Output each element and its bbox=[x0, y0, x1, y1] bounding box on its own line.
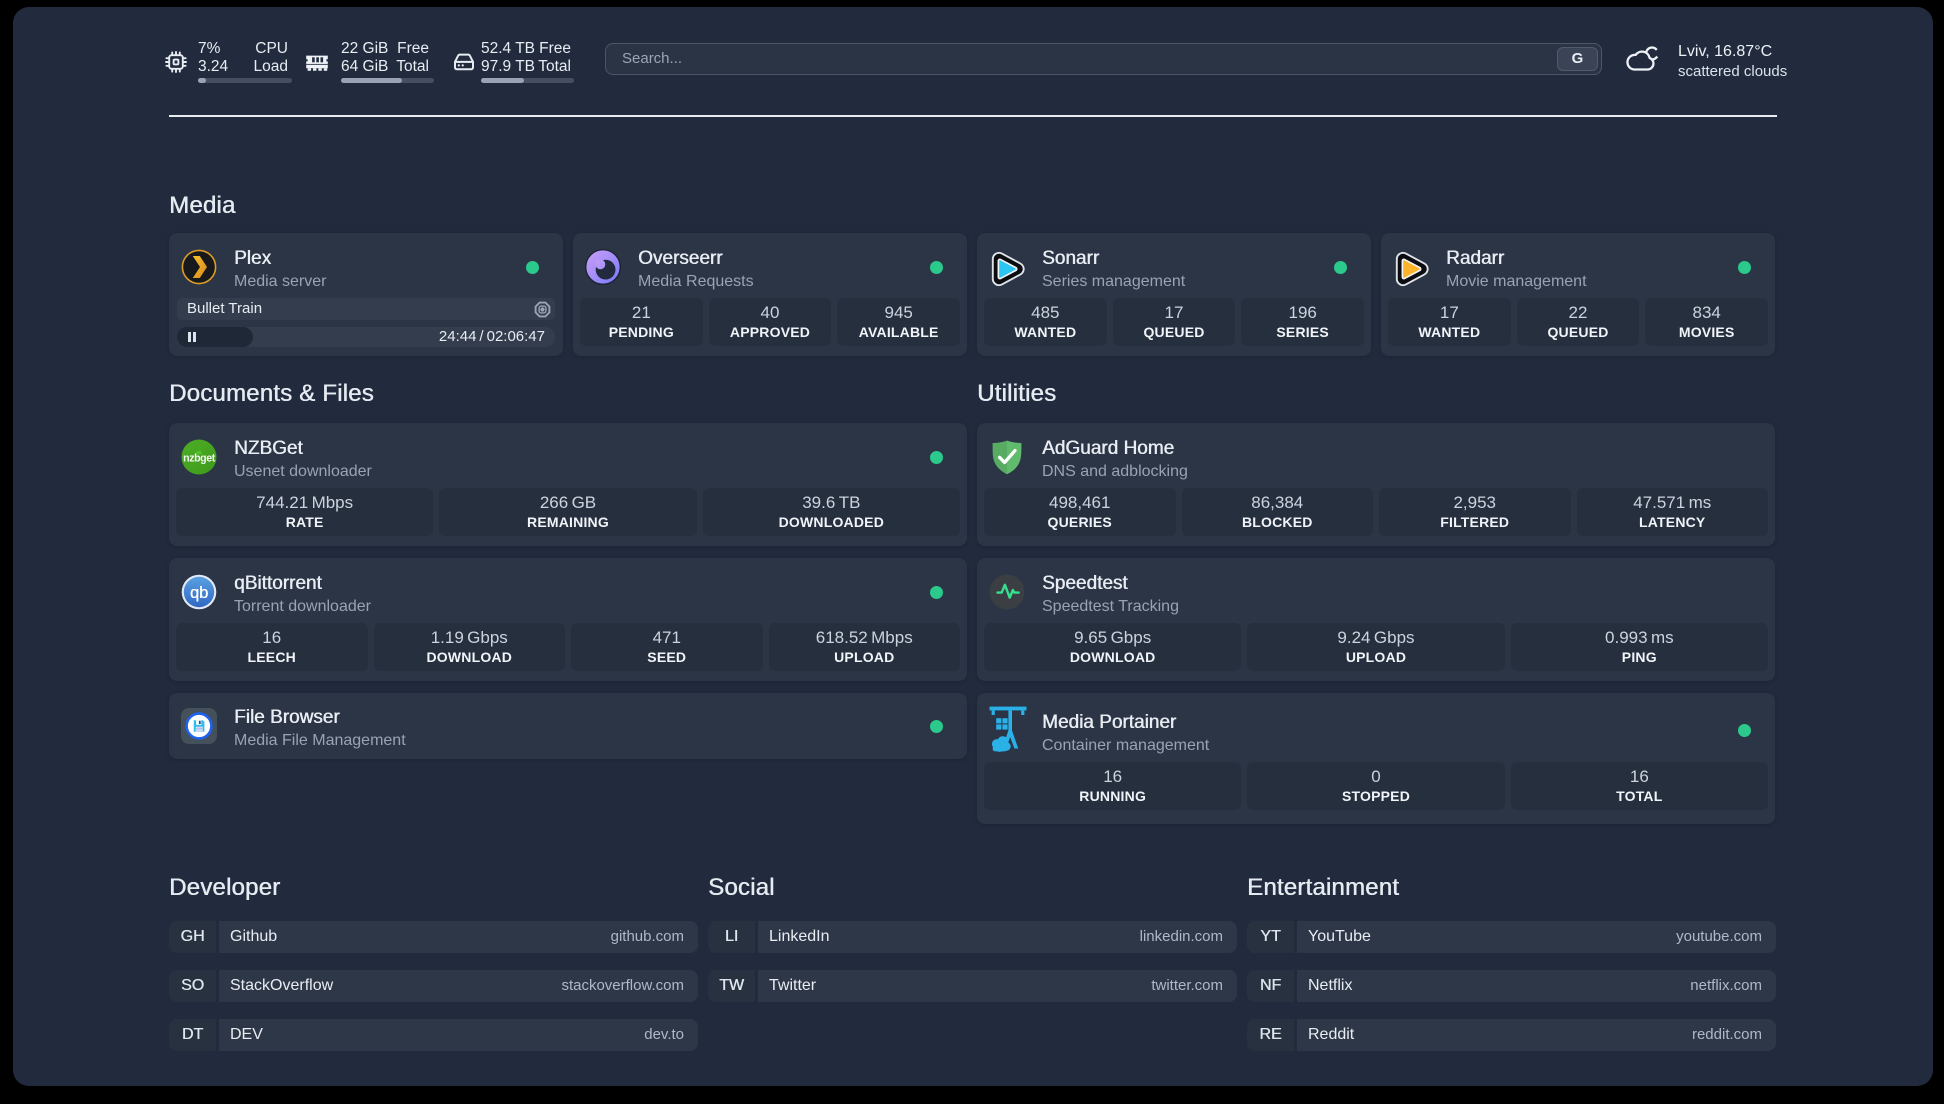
svg-text:nzbget: nzbget bbox=[183, 452, 216, 464]
svg-text:qb: qb bbox=[190, 584, 208, 602]
